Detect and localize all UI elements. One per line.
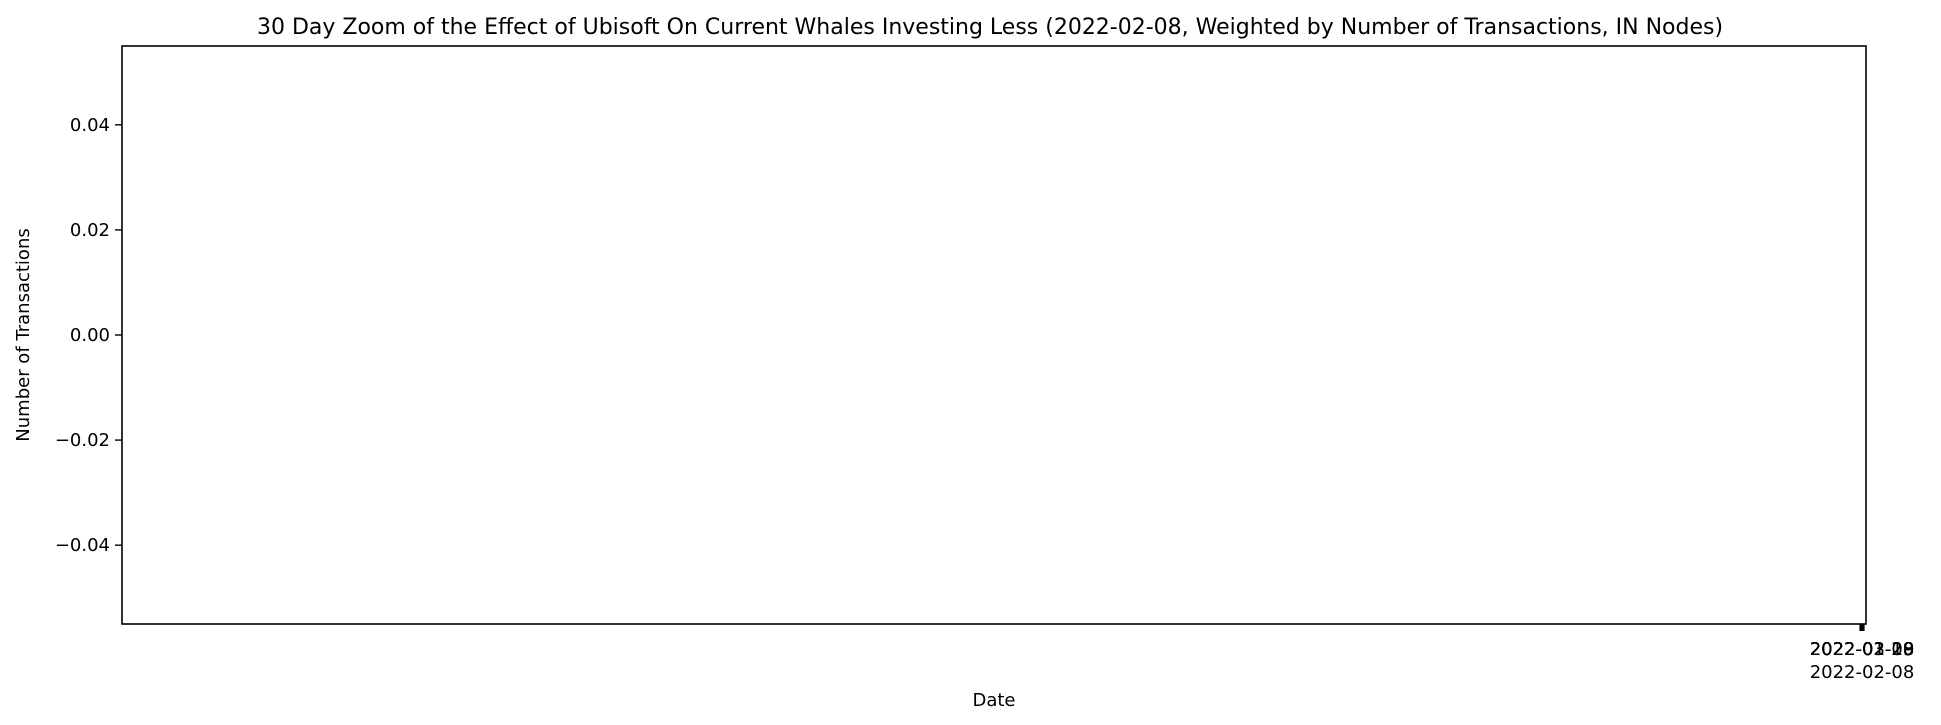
x-axis-label: Date	[972, 690, 1015, 711]
y-axis-ticks: 0.04 0.02 0.00 −0.02 −0.04	[55, 115, 122, 556]
y-tick-label: −0.02	[55, 430, 110, 451]
x-tick-label: 2022-01-19	[1810, 639, 1915, 660]
x-tick-label: 2022-01-09	[1810, 639, 1915, 660]
y-tick-label: 0.02	[70, 220, 110, 241]
x-axis-ticks: 2022-01-092022-01-192022-01-292022-02-18…	[1810, 624, 1915, 683]
y-axis-label: Number of Transactions	[13, 228, 34, 441]
y-tick-label: 0.00	[70, 325, 110, 346]
y-tick-label: 0.04	[70, 115, 110, 136]
x-tick-label: 2022-01-29	[1810, 639, 1915, 660]
x-tick-label: 2022-02-18	[1810, 639, 1915, 660]
x-tick-label: 2022-03-10	[1810, 639, 1915, 660]
x-tick-label: 2022-02-08	[1810, 662, 1915, 683]
plot-area-frame	[121, 45, 1867, 625]
chart-title: 30 Day Zoom of the Effect of Ubisoft On …	[257, 15, 1723, 40]
x-tick-label: 2022-02-28	[1810, 639, 1915, 660]
y-tick-label: −0.04	[55, 535, 110, 556]
